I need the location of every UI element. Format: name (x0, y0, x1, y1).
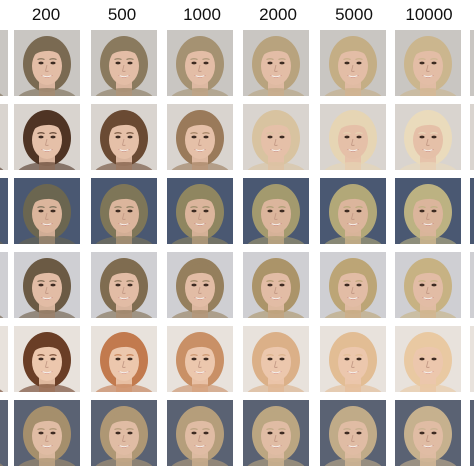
column-label-500: 500 (107, 5, 137, 24)
face-image-row-2-col-6 (395, 104, 461, 170)
face-image-partial-left-row-3 (0, 178, 8, 244)
face-image-row-1-col-2 (91, 30, 157, 96)
column-label-10000: 10000 (405, 5, 453, 24)
face-image-row-4-col-6 (395, 252, 461, 318)
face-image-row-1-col-1 (14, 30, 80, 96)
face-image-row-5-col-3 (167, 326, 233, 392)
face-image-row-2-col-1 (14, 104, 80, 170)
face-image-row-5-col-5 (320, 326, 386, 392)
face-image-row-2-col-3 (167, 104, 233, 170)
face-image-row-4-col-5 (320, 252, 386, 318)
column-label-1000: 1000 (183, 5, 221, 24)
face-image-row-3-col-4 (243, 178, 309, 244)
face-image-partial-right-row-5 (470, 326, 474, 392)
face-image-partial-left-row-1 (0, 30, 8, 96)
face-image-partial-left-row-6 (0, 400, 8, 466)
face-image-row-3-col-1 (14, 178, 80, 244)
face-image-row-6-col-3 (167, 400, 233, 466)
face-image-row-5-col-1 (14, 326, 80, 392)
face-image-partial-right-row-6 (470, 400, 474, 466)
face-image-row-5-col-2 (91, 326, 157, 392)
face-image-row-5-col-4 (243, 326, 309, 392)
face-image-row-3-col-5 (320, 178, 386, 244)
face-image-row-2-col-5 (320, 104, 386, 170)
face-image-row-4-col-2 (91, 252, 157, 318)
face-image-row-1-col-4 (243, 30, 309, 96)
face-image-row-6-col-4 (243, 400, 309, 466)
face-image-row-6-col-5 (320, 400, 386, 466)
face-image-partial-right-row-1 (470, 30, 474, 96)
face-image-row-4-col-4 (243, 252, 309, 318)
face-image-row-3-col-2 (91, 178, 157, 244)
face-image-row-6-col-6 (395, 400, 461, 466)
face-image-partial-left-row-5 (0, 326, 8, 392)
face-image-row-6-col-1 (14, 400, 80, 466)
face-image-partial-right-row-4 (470, 252, 474, 318)
face-image-row-4-col-3 (167, 252, 233, 318)
face-image-row-2-col-4 (243, 104, 309, 170)
face-image-row-4-col-1 (14, 252, 80, 318)
column-label-200: 200 (31, 5, 61, 24)
column-label-2000: 2000 (259, 5, 297, 24)
face-image-row-1-col-5 (320, 30, 386, 96)
face-image-row-3-col-6 (395, 178, 461, 244)
face-image-row-2-col-2 (91, 104, 157, 170)
face-image-row-1-col-3 (167, 30, 233, 96)
face-image-row-5-col-6 (395, 326, 461, 392)
face-image-partial-left-row-4 (0, 252, 8, 318)
face-image-row-3-col-3 (167, 178, 233, 244)
face-image-row-1-col-6 (395, 30, 461, 96)
column-label-5000: 5000 (335, 5, 373, 24)
face-image-partial-right-row-3 (470, 178, 474, 244)
face-image-partial-right-row-2 (470, 104, 474, 170)
face-image-row-6-col-2 (91, 400, 157, 466)
face-image-partial-left-row-2 (0, 104, 8, 170)
